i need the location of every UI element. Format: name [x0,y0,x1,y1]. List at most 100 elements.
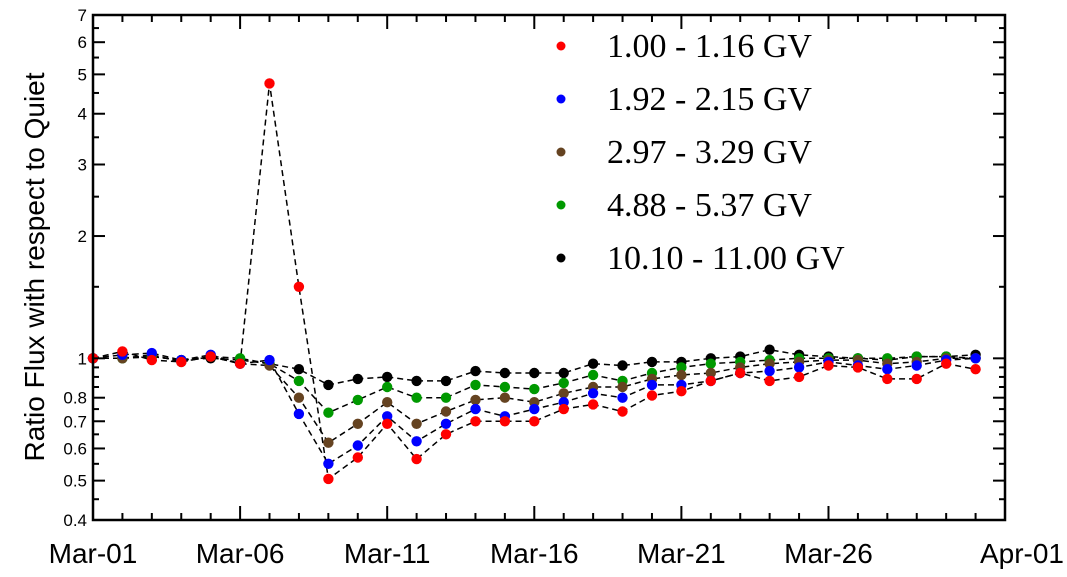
y-tick-label: 1 [78,349,87,368]
data-point [764,365,775,377]
data-point [440,406,452,417]
data-points [87,78,981,485]
data-point [941,358,952,369]
data-point [970,364,981,375]
data-point [499,392,511,403]
data-point [587,358,599,369]
data-point [411,436,422,447]
legend: 1.00 - 1.16 GV 1.92 - 2.15 GV 2.97 - 3.29 … [556,28,845,277]
data-point [352,394,363,406]
data-point [264,354,275,366]
y-tick-label: 2 [78,227,87,246]
legend-entry-label: 1.92 - 2.15 GV [607,81,812,118]
data-point [617,381,628,393]
data-point [440,375,452,387]
data-point [470,365,481,377]
data-point [617,406,628,417]
data-point [617,360,628,371]
data-point [882,364,893,375]
data-point [558,377,569,389]
data-point [646,379,658,391]
y-tick-label: 5 [78,65,87,84]
data-point [293,392,305,403]
plot-frame [91,13,1007,522]
legend-marker [556,147,566,157]
x-tick-label: Mar-16 [490,538,579,569]
data-point [440,429,452,440]
data-point [411,392,422,403]
x-tick-label: Apr-01 [980,538,1064,569]
y-tick-label: 7 [78,6,87,25]
data-point [117,346,128,357]
data-point [676,369,687,381]
data-point [646,356,658,368]
data-point [823,360,834,371]
y-tick-label: 3 [78,155,87,174]
data-point [352,440,363,451]
data-point [764,375,775,387]
data-point [470,379,481,391]
data-point [293,364,305,375]
data-point [646,390,658,401]
x-tick-label: Mar-11 [344,538,431,569]
data-point [529,383,540,395]
data-point [587,388,599,399]
data-point [911,373,922,385]
data-point [970,353,981,364]
data-point [676,362,687,373]
legend-entry-label: 4.88 - 5.37 GV [607,187,812,224]
y-tick-label: 0.6 [63,439,87,458]
data-point [293,408,305,420]
data-point [764,344,775,355]
data-point [264,78,275,89]
data-point [440,392,452,403]
data-point [382,397,393,408]
data-point [499,367,511,379]
data-point [793,362,805,373]
data-point [440,418,452,429]
data-point [411,375,422,387]
data-point [911,360,922,371]
data-point [558,388,569,399]
data-point [617,392,628,403]
data-point [323,437,334,448]
data-point [293,375,305,387]
y-tick-label: 0.8 [63,389,87,408]
legend-entry-label: 1.00 - 1.16 GV [607,28,812,65]
data-point [382,381,393,393]
data-point [293,281,305,292]
data-point [793,371,805,383]
data-point [176,356,187,368]
data-point [352,373,363,385]
y-tick-label: 0.7 [63,412,87,431]
data-point [411,418,422,429]
legend-marker [556,41,566,51]
axis-ticks [92,14,1006,521]
data-point [529,416,540,427]
data-point [470,416,481,427]
data-point [205,351,216,362]
data-point [587,369,599,381]
data-point [705,358,716,369]
data-point [558,367,569,379]
data-point [529,367,540,379]
data-point [382,371,393,383]
data-point [234,358,246,369]
data-point [323,458,334,469]
data-point [323,473,334,485]
x-tick-label: Mar-26 [784,538,873,569]
data-point [705,367,716,379]
data-point [735,367,746,379]
data-point [352,418,363,429]
data-point [323,407,334,418]
data-point [382,411,393,422]
y-tick-label: 6 [78,33,87,52]
axis-tick-labels: 0.4 0.5 0.6 0.7 0.8 1 2 3 4 5 6 7 Mar-01 Mar-06 Mar-11… [49,6,1064,569]
legend-marker [556,94,566,104]
data-point [852,362,864,373]
y-tick-label: 4 [78,105,87,124]
y-axis-label: Ratio Flux with respect to Quiet [19,72,50,461]
data-point [558,403,569,415]
legend-marker [556,253,566,263]
